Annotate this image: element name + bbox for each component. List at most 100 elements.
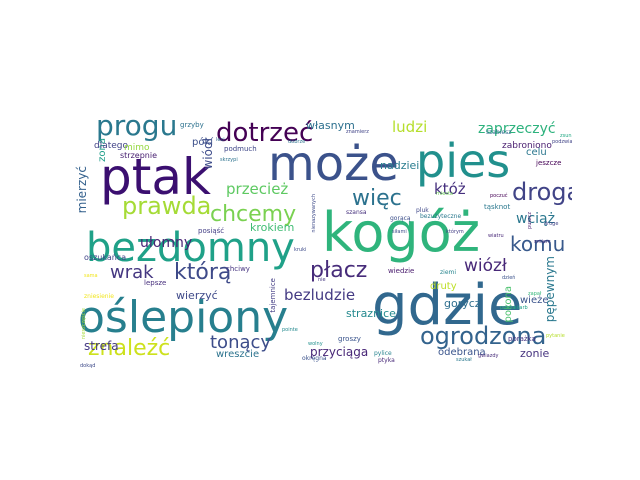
word: któż [434, 180, 466, 198]
word: sama [84, 273, 98, 279]
word: ziemi [440, 269, 457, 276]
word: wolny [308, 341, 323, 347]
word: podmuch [224, 145, 257, 153]
word: pies [416, 134, 511, 188]
word: pluk [416, 207, 429, 214]
word: nieszczęście [81, 308, 87, 340]
word: odebrana [438, 347, 486, 358]
word: gorącą [390, 215, 411, 222]
word: nie [318, 277, 326, 283]
word: dotrzeć [216, 118, 314, 148]
word: wiedzie [388, 267, 415, 275]
word: krokiem [250, 221, 295, 234]
word: mierzyć [75, 166, 89, 214]
word: gdzie [372, 273, 523, 338]
word: może [268, 136, 399, 192]
word: dobrze [288, 139, 306, 145]
word: wierzyć [176, 289, 218, 302]
word: ludzi [392, 118, 428, 136]
word: podzwiać [552, 139, 572, 145]
word: wciąż [516, 211, 555, 227]
word: bezużyteczne [420, 213, 462, 220]
word: skarb [514, 305, 528, 311]
word: druty [430, 281, 457, 292]
word: oszukańca [84, 253, 127, 262]
word: wiatru [488, 233, 504, 239]
word: znaleźć [88, 336, 171, 361]
word: siłami [392, 229, 407, 235]
word: ułomny [140, 235, 193, 251]
word: jeszcze [536, 159, 562, 167]
word: znamierz [346, 129, 369, 135]
word: pełnia [500, 305, 516, 311]
word: pępewnym [543, 256, 557, 323]
word: pytanie [546, 333, 565, 339]
word: zonie [520, 347, 550, 360]
word: strzepnie [120, 151, 158, 160]
word: zsunąć [560, 133, 572, 139]
word: kruki [294, 247, 307, 253]
word: wreszcie [216, 349, 260, 360]
word: progu [96, 118, 178, 142]
word: mimo [124, 143, 150, 153]
word: chciwy [226, 265, 250, 273]
word: gwiazdy [478, 353, 499, 359]
word: więc [352, 186, 402, 211]
word: grzyby [180, 121, 204, 129]
word: groszy [338, 335, 361, 343]
word: komu [510, 232, 566, 256]
word: straznice [346, 307, 396, 320]
word: kogóż [322, 201, 481, 264]
word: wrak [110, 262, 154, 283]
word: strefa [84, 339, 119, 353]
word: pylice [374, 350, 392, 357]
word: szansa [346, 209, 367, 216]
word: dlatego [94, 141, 129, 151]
word: tąsknot [484, 203, 511, 211]
word: posiąść [198, 227, 225, 235]
word: dokąd [80, 363, 96, 369]
word: droge [544, 221, 559, 227]
word: wiózł [464, 256, 507, 276]
word: miesta [436, 191, 453, 197]
word: ptyka [378, 357, 395, 364]
word: pointe [282, 327, 298, 333]
word: nadziei [380, 159, 420, 172]
word: porażka [508, 335, 536, 343]
word: droga [512, 178, 572, 206]
word-cloud: ptak może pies kogóż gdzie bezdomny ośle… [74, 118, 572, 368]
word: własnym [306, 119, 355, 132]
word: wieże [520, 295, 549, 306]
word: okręgna [302, 355, 327, 362]
word: ogrodzona [420, 322, 547, 350]
word: ptak [100, 148, 211, 206]
word: płacz [310, 258, 368, 283]
word: dzień [502, 275, 516, 281]
word: celu [526, 147, 547, 158]
word: puszcz [527, 212, 533, 229]
word: chcemy [210, 202, 297, 227]
word: gorycz [444, 297, 481, 310]
word: szukał [456, 357, 472, 363]
word: przecież [226, 180, 289, 198]
word: prawda [122, 192, 212, 220]
word: leci [216, 137, 225, 143]
word: tajemnice [269, 278, 277, 313]
word: zaprzeczyć [478, 121, 556, 137]
word: którą [174, 260, 232, 285]
word: zniesienie [84, 293, 114, 300]
word: poczuć [490, 193, 508, 199]
word: tonący [210, 332, 272, 353]
word: zapał [528, 291, 542, 297]
word: smierc [534, 239, 551, 245]
word: lepsze [144, 279, 167, 287]
word: szabiesz [486, 129, 512, 136]
word: oślepiony [78, 292, 289, 343]
word: którym [446, 229, 464, 235]
word: pókí [192, 137, 214, 148]
word: nienazywanych [311, 194, 317, 233]
word: przyciąga [310, 345, 369, 359]
word: zabroniono [502, 141, 552, 151]
word: skrzypi [220, 157, 238, 163]
word: bezludzie [284, 286, 356, 304]
